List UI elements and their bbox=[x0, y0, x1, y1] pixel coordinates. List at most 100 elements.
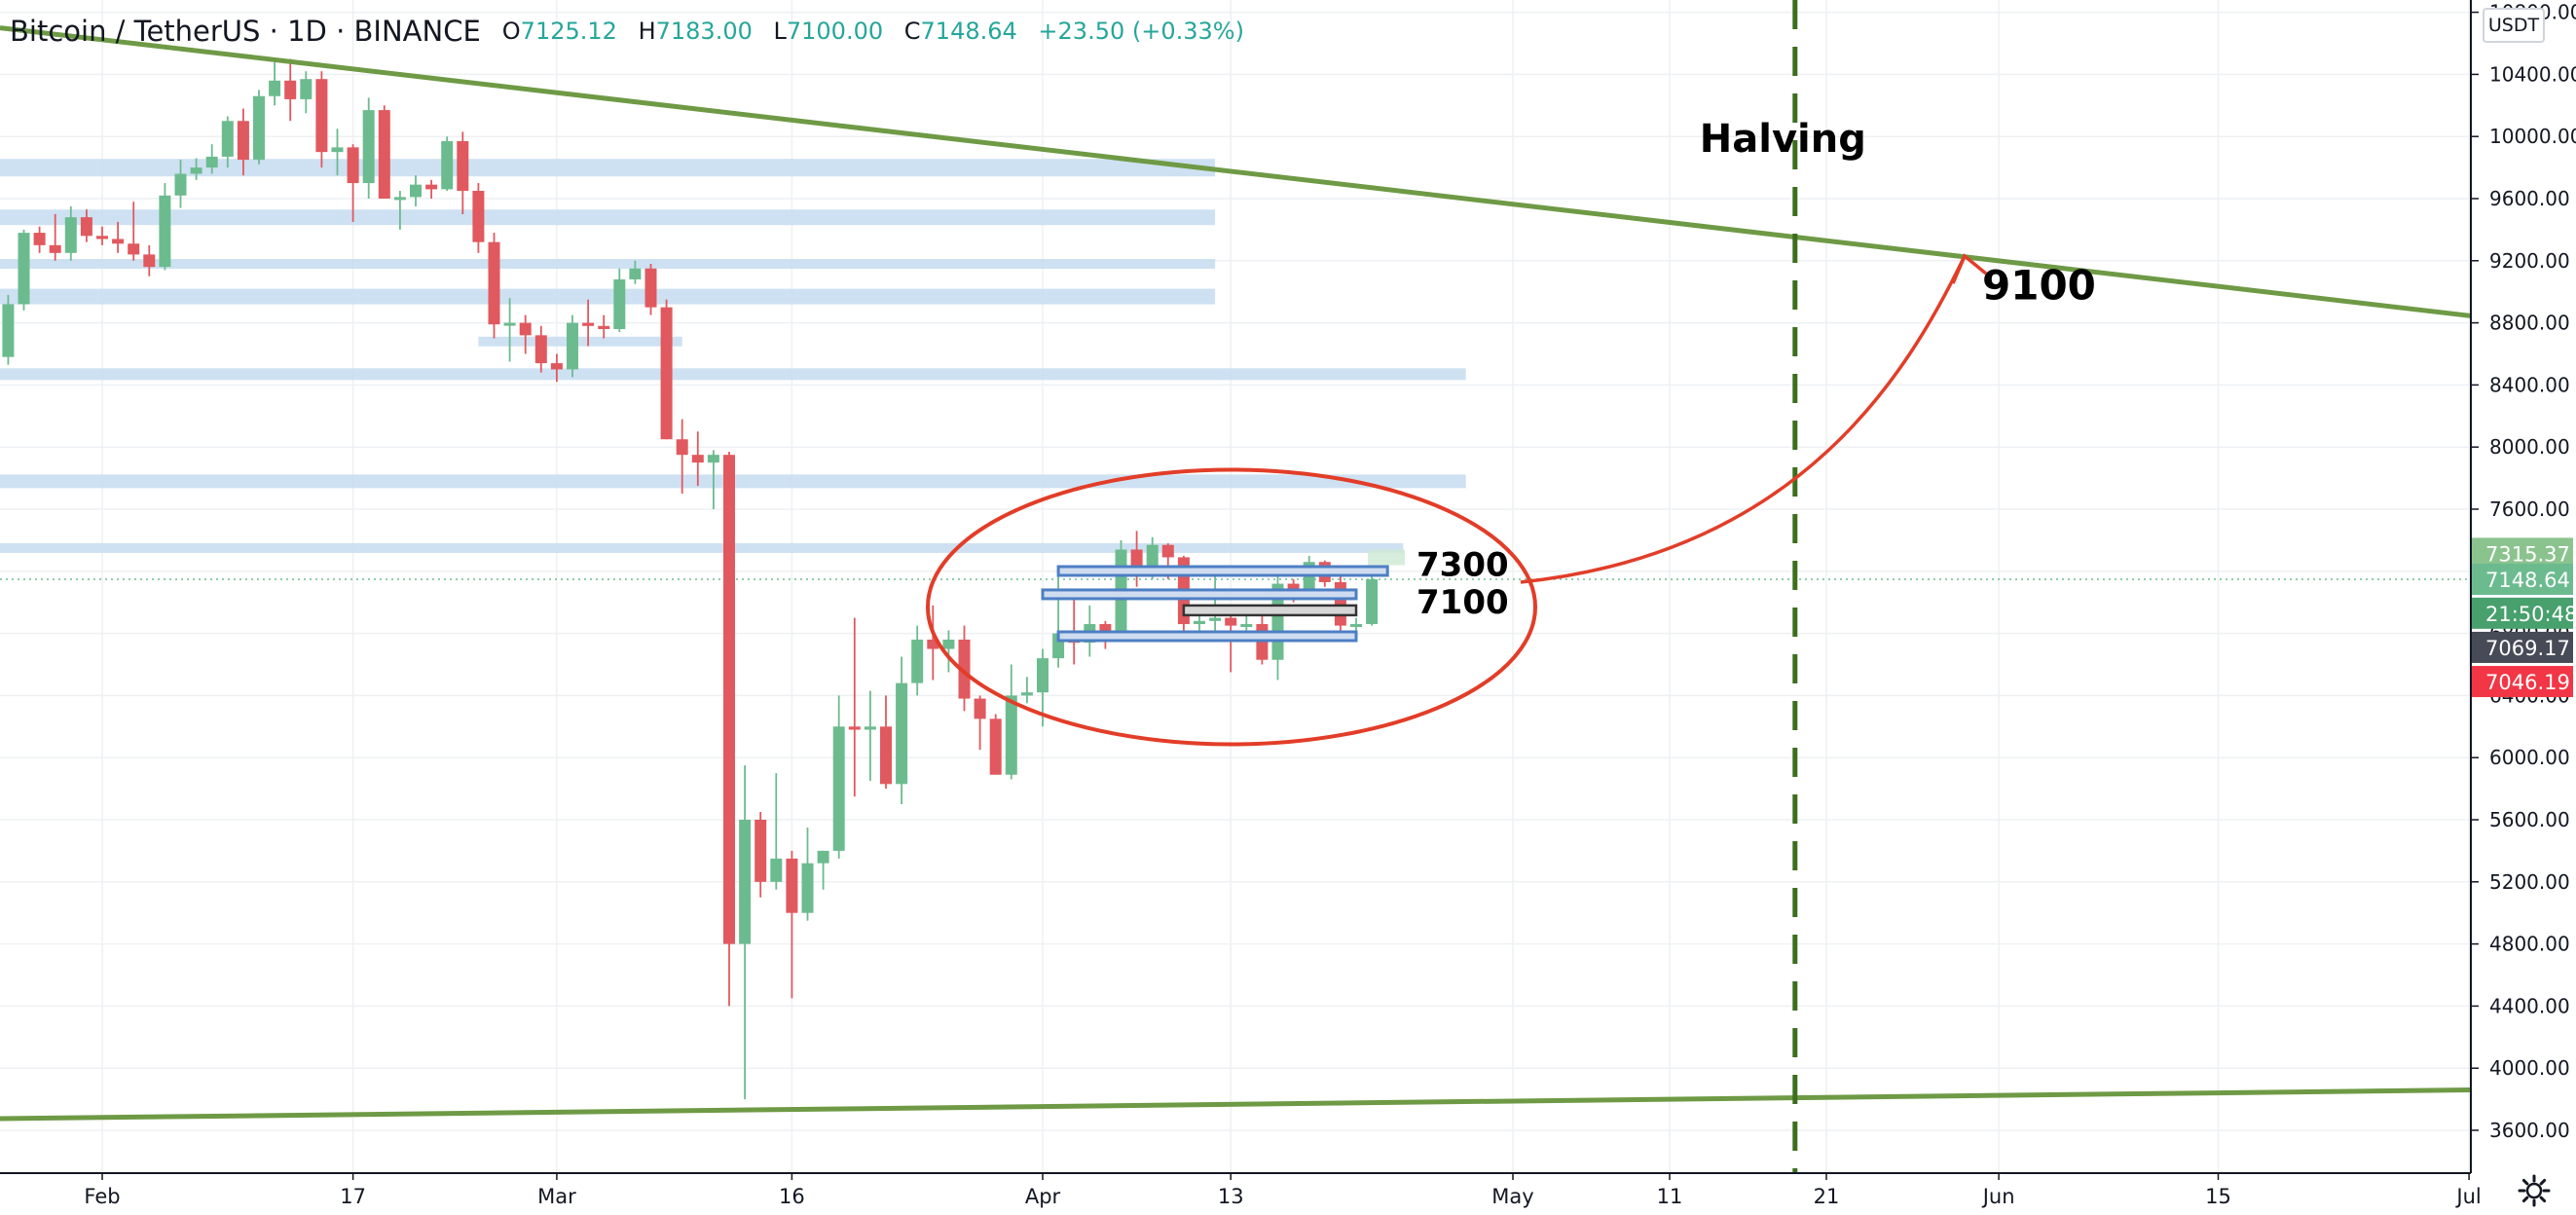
candle-body bbox=[1037, 658, 1049, 693]
range-high-label: 7300 bbox=[1417, 546, 1509, 585]
range-box bbox=[1056, 630, 1358, 643]
candle-body bbox=[378, 110, 390, 199]
time-tick-label: 11 bbox=[1657, 1185, 1683, 1208]
halving-label: Halving bbox=[1700, 117, 1866, 162]
candle-body bbox=[644, 268, 657, 308]
candle-body bbox=[1240, 624, 1253, 628]
candle-body bbox=[237, 121, 249, 161]
price-tag-label: 7046.19 bbox=[2485, 671, 2570, 694]
candle-body bbox=[174, 173, 187, 196]
price-tick-label: 10000.00 bbox=[2489, 125, 2576, 148]
candle-body bbox=[598, 325, 610, 329]
candle-body bbox=[942, 639, 955, 649]
candle-body bbox=[1194, 620, 1205, 625]
target-arrow bbox=[1520, 255, 1967, 584]
candle-body bbox=[128, 243, 140, 255]
price-tag-label: 7315.37 bbox=[2485, 542, 2570, 566]
time-tick-label: 21 bbox=[1814, 1185, 1840, 1208]
candle-body bbox=[159, 195, 171, 268]
candle-body bbox=[770, 858, 783, 882]
time-tick-label: Feb bbox=[84, 1185, 120, 1208]
candle-body bbox=[472, 191, 485, 242]
candle-body bbox=[112, 239, 125, 244]
resistance-zone bbox=[0, 542, 1404, 553]
low-label: L bbox=[773, 18, 787, 45]
resistance-zone bbox=[0, 159, 1216, 177]
candle-body bbox=[911, 639, 924, 683]
candle-body bbox=[362, 110, 375, 184]
price-tag-bg bbox=[2472, 563, 2573, 595]
time-axis: Feb 17 Mar 16 Apr 13 May 11 21 Jun 15 Jul bbox=[0, 1172, 2482, 1215]
price-tick-label: 4400.00 bbox=[2489, 994, 2570, 1017]
symbol-header: Bitcoin / TetherUS · 1D · BINANCE O7125.… bbox=[10, 12, 1244, 51]
target-label: 9100 bbox=[1982, 262, 2096, 310]
ohlc-values: O7125.12 H7183.00 L7100.00 C7148.64 +23.… bbox=[502, 18, 1244, 45]
price-tick-label: 6000.00 bbox=[2489, 746, 2570, 769]
candle-body bbox=[1350, 624, 1362, 628]
candle-body bbox=[1005, 695, 1017, 775]
candle-body bbox=[331, 147, 344, 153]
range-low-label: 7100 bbox=[1417, 583, 1509, 622]
price-tick-label: 3600.00 bbox=[2489, 1119, 2570, 1142]
high-value: 7183.00 bbox=[655, 18, 753, 45]
projection-box bbox=[1368, 549, 1406, 566]
candle-body bbox=[629, 268, 642, 279]
candle-body bbox=[707, 455, 719, 463]
price-tag-label: 21:50:48 bbox=[2485, 603, 2576, 626]
candle-body bbox=[801, 863, 814, 913]
price-tick-label: 9600.00 bbox=[2489, 187, 2570, 210]
candle-body bbox=[1146, 544, 1159, 571]
candle-body bbox=[190, 167, 202, 174]
range-box-grey bbox=[1182, 604, 1358, 617]
resistance-zone bbox=[0, 368, 1466, 381]
candle-body bbox=[927, 639, 939, 649]
candle-body bbox=[64, 217, 77, 253]
gear-icon[interactable] bbox=[2517, 1173, 2552, 1208]
candle-body bbox=[989, 718, 1002, 775]
candle-body bbox=[613, 278, 626, 329]
candle-body bbox=[739, 820, 752, 944]
candles bbox=[2, 58, 1379, 1100]
open-label: O bbox=[501, 18, 521, 45]
time-tick-label: 17 bbox=[340, 1185, 366, 1208]
candle-body bbox=[1366, 579, 1379, 625]
resistance-zones bbox=[0, 159, 2471, 580]
time-tick-label: Mar bbox=[537, 1185, 576, 1208]
candle-body bbox=[676, 439, 688, 456]
high-label: H bbox=[638, 18, 656, 45]
candle-body bbox=[1225, 617, 1237, 626]
candle-body bbox=[974, 698, 986, 719]
resistance-zone bbox=[0, 259, 1216, 270]
candle-body bbox=[1209, 617, 1222, 621]
candle-body bbox=[880, 726, 892, 785]
open-value: 7125.12 bbox=[520, 18, 617, 45]
candle-body bbox=[896, 682, 908, 785]
consolidation-ellipse bbox=[926, 467, 1537, 747]
candle-body bbox=[425, 184, 438, 190]
price-tick-label: 9200.00 bbox=[2489, 249, 2570, 273]
currency-button[interactable]: USDT bbox=[2483, 8, 2545, 43]
close-value: 7148.64 bbox=[920, 18, 1017, 45]
time-axis-bg bbox=[0, 1173, 2471, 1215]
candle-body bbox=[300, 79, 313, 99]
symbol-title[interactable]: Bitcoin / TetherUS · 1D · BINANCE bbox=[10, 15, 481, 48]
candle-body bbox=[754, 820, 767, 882]
candle-body bbox=[315, 79, 328, 153]
candle-body bbox=[817, 850, 829, 864]
range-box bbox=[1041, 588, 1358, 601]
candle-body bbox=[723, 455, 735, 944]
candle-body bbox=[488, 241, 500, 325]
price-tag-bg bbox=[2472, 631, 2573, 663]
candle-body bbox=[534, 335, 547, 364]
candle-body bbox=[660, 307, 673, 440]
candle-body bbox=[567, 322, 578, 370]
low-value: 7100.00 bbox=[786, 18, 884, 45]
candle-body bbox=[96, 236, 108, 239]
time-tick-label: Apr bbox=[1025, 1185, 1061, 1208]
price-tick-label: 7600.00 bbox=[2489, 497, 2570, 521]
candle-body bbox=[393, 197, 406, 201]
ascending-trendline bbox=[0, 1087, 2472, 1122]
candle-body bbox=[441, 140, 454, 190]
candle-body bbox=[582, 322, 595, 326]
